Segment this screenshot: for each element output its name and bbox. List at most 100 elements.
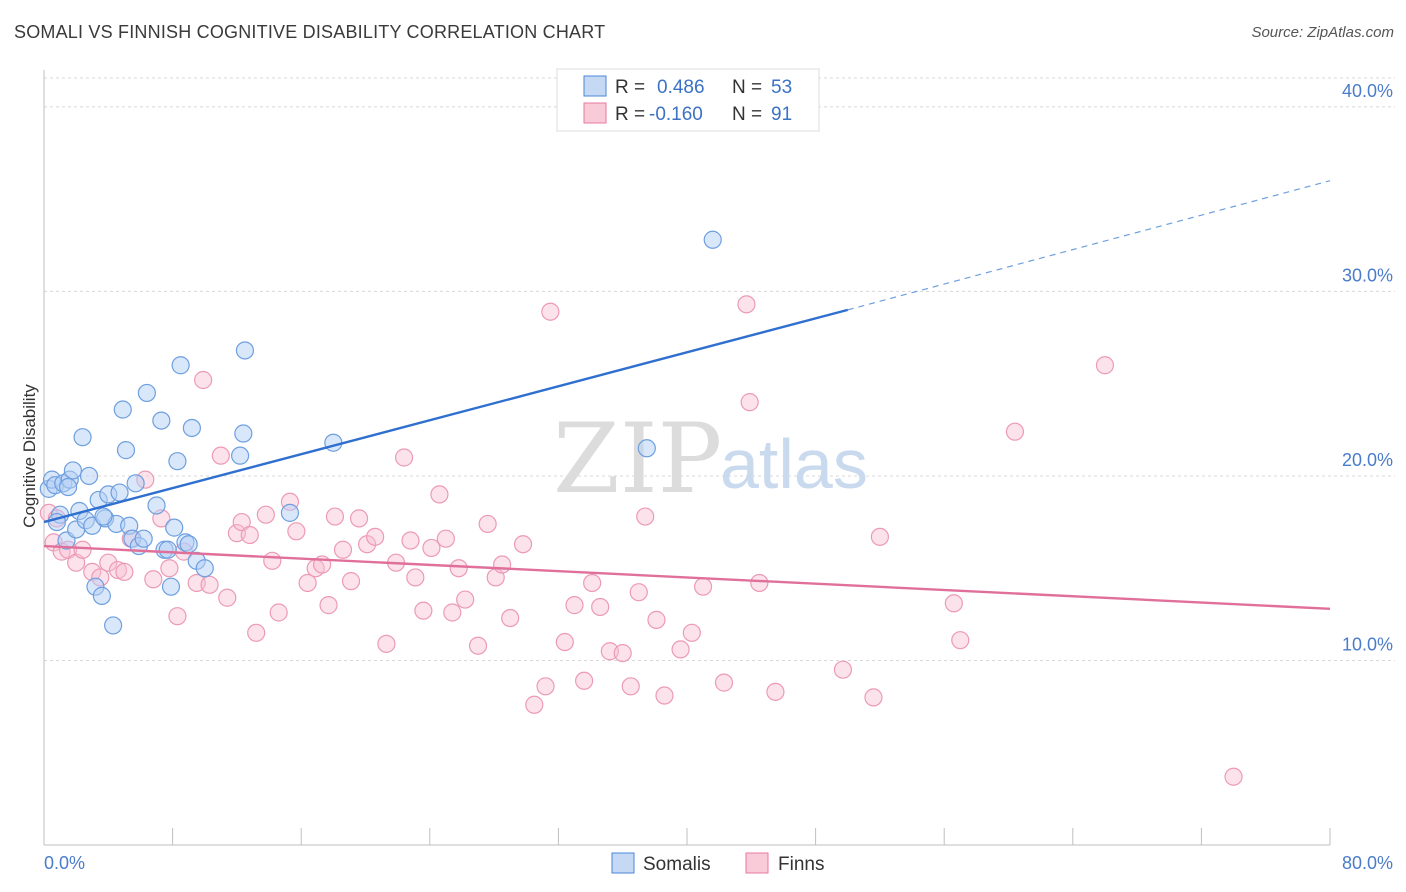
y-axis-label: Cognitive Disability bbox=[20, 384, 39, 528]
finns-point-11 bbox=[115, 562, 134, 582]
somalis-point-7 bbox=[63, 461, 83, 480]
finns-point-78 bbox=[693, 577, 713, 596]
somalis-point-35 bbox=[165, 518, 184, 537]
somalis-point-26 bbox=[126, 474, 145, 493]
finns-point-75 bbox=[655, 686, 674, 705]
y-tick-label-0: 10.0% bbox=[1342, 634, 1393, 654]
finns-point-72 bbox=[629, 583, 648, 602]
somalis-point-49 bbox=[703, 230, 722, 249]
finns-point-38 bbox=[333, 540, 353, 559]
finns-point-29 bbox=[263, 551, 282, 570]
y-tick-label-1: 20.0% bbox=[1342, 450, 1393, 470]
finns-point-6 bbox=[73, 540, 92, 559]
finns-point-30 bbox=[269, 603, 288, 622]
trend-lines bbox=[43, 180, 1331, 611]
finns-point-25 bbox=[232, 512, 251, 532]
series-finns bbox=[39, 295, 1243, 786]
somalis-point-22 bbox=[113, 400, 132, 419]
finns-point-16 bbox=[160, 559, 179, 578]
finns-point-42 bbox=[366, 527, 385, 546]
finns-point-39 bbox=[341, 572, 361, 591]
y-tick-label-3: 40.0% bbox=[1342, 81, 1393, 101]
somalis-point-40 bbox=[182, 418, 201, 438]
finns-point-74 bbox=[647, 610, 666, 629]
legend-swatch-somalis bbox=[583, 75, 607, 97]
finns-point-81 bbox=[740, 393, 759, 412]
finns-point-9 bbox=[99, 553, 118, 572]
finns-point-56 bbox=[478, 514, 497, 534]
legend-r-label-2: R = bbox=[615, 104, 645, 125]
finns-point-51 bbox=[436, 529, 455, 548]
somalis-point-47 bbox=[324, 433, 343, 452]
finns-point-55 bbox=[468, 636, 488, 655]
x-tick-label-1: 80.0% bbox=[1342, 853, 1393, 873]
somalis-point-21 bbox=[110, 483, 129, 502]
legend-r-value-2: -0.160 bbox=[649, 104, 703, 125]
finns-point-63 bbox=[541, 302, 560, 321]
finns-point-64 bbox=[555, 632, 574, 652]
finns-point-83 bbox=[766, 682, 785, 701]
legend-r-label-1: R = bbox=[615, 77, 645, 98]
watermark-atlas: atlas bbox=[720, 425, 868, 503]
finns-point-32 bbox=[287, 522, 306, 541]
finns-point-49 bbox=[422, 538, 441, 558]
finns-trend-line bbox=[43, 544, 1331, 611]
finns-point-48 bbox=[414, 601, 433, 620]
bottom-legend-swatch-somalis bbox=[611, 852, 635, 874]
grid bbox=[44, 77, 1395, 661]
somalis-point-42 bbox=[195, 559, 214, 578]
watermark-zip: ZIP bbox=[553, 403, 722, 515]
somalis-point-51 bbox=[59, 477, 78, 497]
finns-point-70 bbox=[613, 643, 632, 663]
somalis-point-46 bbox=[280, 503, 300, 522]
somalis-point-52 bbox=[94, 507, 113, 526]
finns-point-87 bbox=[944, 594, 963, 613]
finns-point-45 bbox=[394, 448, 414, 467]
finns-point-58 bbox=[493, 555, 512, 574]
finns-point-21 bbox=[200, 575, 219, 594]
finns-point-17 bbox=[168, 607, 187, 626]
watermark: ZIP atlas bbox=[553, 403, 868, 515]
finns-point-84 bbox=[833, 660, 853, 679]
somalis-point-33 bbox=[158, 540, 177, 559]
finns-point-59 bbox=[501, 608, 520, 628]
finns-point-14 bbox=[144, 570, 163, 589]
legend: R = 0.486 N = 53 R = -0.160 N = 91 bbox=[556, 68, 820, 132]
somalis-point-37 bbox=[171, 356, 190, 375]
x-tick-labels: 0.0% 80.0% bbox=[44, 853, 1393, 873]
finns-point-53 bbox=[449, 559, 468, 578]
x-tick-label-0: 0.0% bbox=[44, 853, 85, 873]
finns-point-20 bbox=[194, 370, 213, 390]
chart-title: SOMALI VS FINNISH COGNITIVE DISABILITY C… bbox=[14, 22, 606, 42]
finns-point-60 bbox=[513, 535, 533, 554]
finns-point-23 bbox=[218, 588, 237, 607]
somalis-point-43 bbox=[231, 446, 250, 465]
source-label: Source: ZipAtlas.com bbox=[1251, 24, 1394, 41]
finns-point-27 bbox=[247, 623, 266, 642]
finns-point-52 bbox=[443, 603, 462, 622]
finns-point-67 bbox=[583, 573, 602, 593]
finns-point-79 bbox=[714, 673, 734, 692]
legend-n-value-1: 53 bbox=[771, 77, 792, 98]
axes bbox=[43, 70, 1331, 846]
somalis-point-48 bbox=[637, 439, 656, 458]
finns-point-40 bbox=[349, 509, 369, 528]
finns-point-36 bbox=[319, 596, 338, 615]
finns-point-46 bbox=[401, 531, 420, 550]
finns-point-82 bbox=[750, 573, 769, 593]
finns-point-91 bbox=[1224, 767, 1243, 786]
finns-point-71 bbox=[621, 677, 640, 696]
finns-point-89 bbox=[1005, 422, 1025, 441]
legend-n-label-1: N = bbox=[732, 77, 762, 98]
somalis-point-34 bbox=[161, 577, 181, 596]
finns-point-54 bbox=[456, 590, 475, 609]
somalis-point-19 bbox=[104, 616, 123, 635]
legend-swatch-finns bbox=[583, 102, 607, 124]
finns-point-10 bbox=[108, 560, 128, 580]
finns-point-62 bbox=[536, 677, 555, 696]
bottom-legend-label-somalis: Somalis bbox=[643, 854, 711, 875]
finns-point-77 bbox=[682, 623, 701, 642]
finns-point-28 bbox=[256, 505, 275, 524]
somalis-point-36 bbox=[168, 452, 187, 471]
